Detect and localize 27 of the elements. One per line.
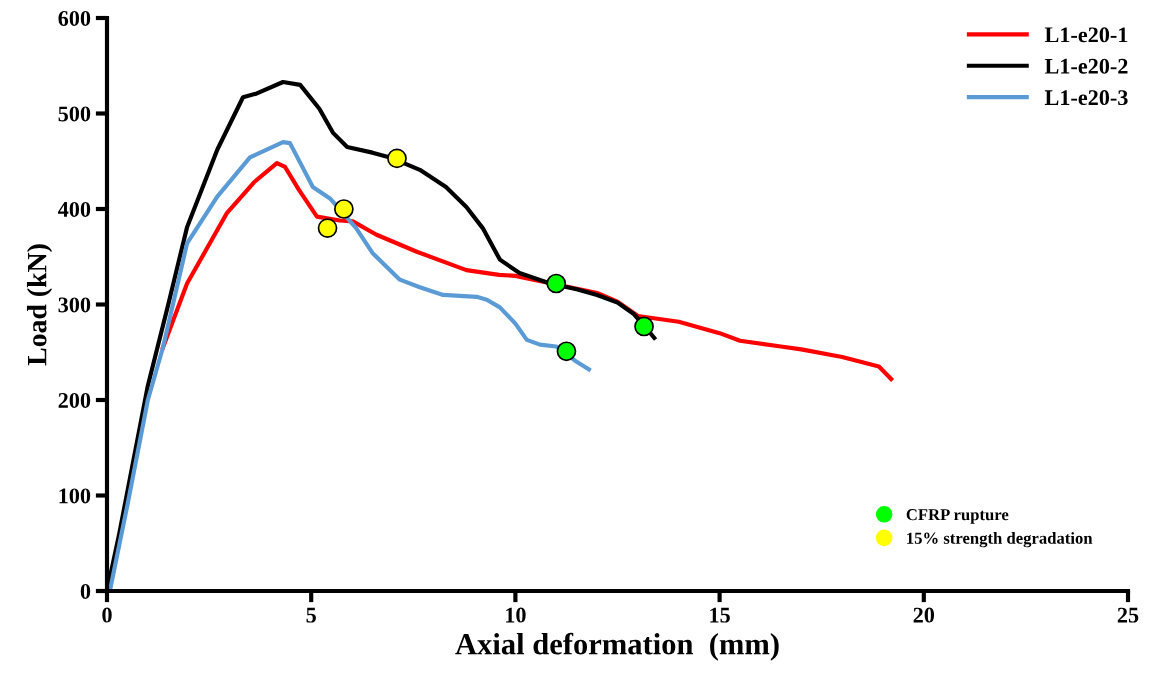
y-tick-label: 300 [58,297,91,313]
point [546,273,567,294]
point [334,199,354,219]
legend-label: 15% strength degradation [907,532,1093,548]
y-tick-label: 100 [59,488,91,504]
x-tick-label: 5 [306,607,316,623]
x-tick-label: 25 [1117,607,1139,623]
x-tick-label: 10 [506,607,526,623]
legend-label: L1-e20-1 [1044,27,1128,43]
legend-label: L1-e20-2 [1044,58,1128,74]
x-tick-label: 0 [102,607,112,623]
x-tick-label: 20 [913,607,935,623]
y-axis-title: Load (kN) [26,244,53,366]
x-tick-label: 15 [710,607,730,623]
point [556,341,577,362]
line-series [107,140,591,591]
x-axis-title: Axial deformation (mm) [455,632,779,661]
point [317,218,338,238]
legend-label: CFRP rupture [906,509,1009,524]
point [387,148,407,169]
y-tick-label: 200 [58,392,91,408]
point [634,316,654,337]
y-tick-label: 0 [80,583,91,599]
y-tick-label: 600 [58,10,91,26]
y-tick-label: 400 [58,201,91,217]
y-tick-label: 500 [58,106,91,122]
legend-label: L1-e20-3 [1044,90,1128,106]
